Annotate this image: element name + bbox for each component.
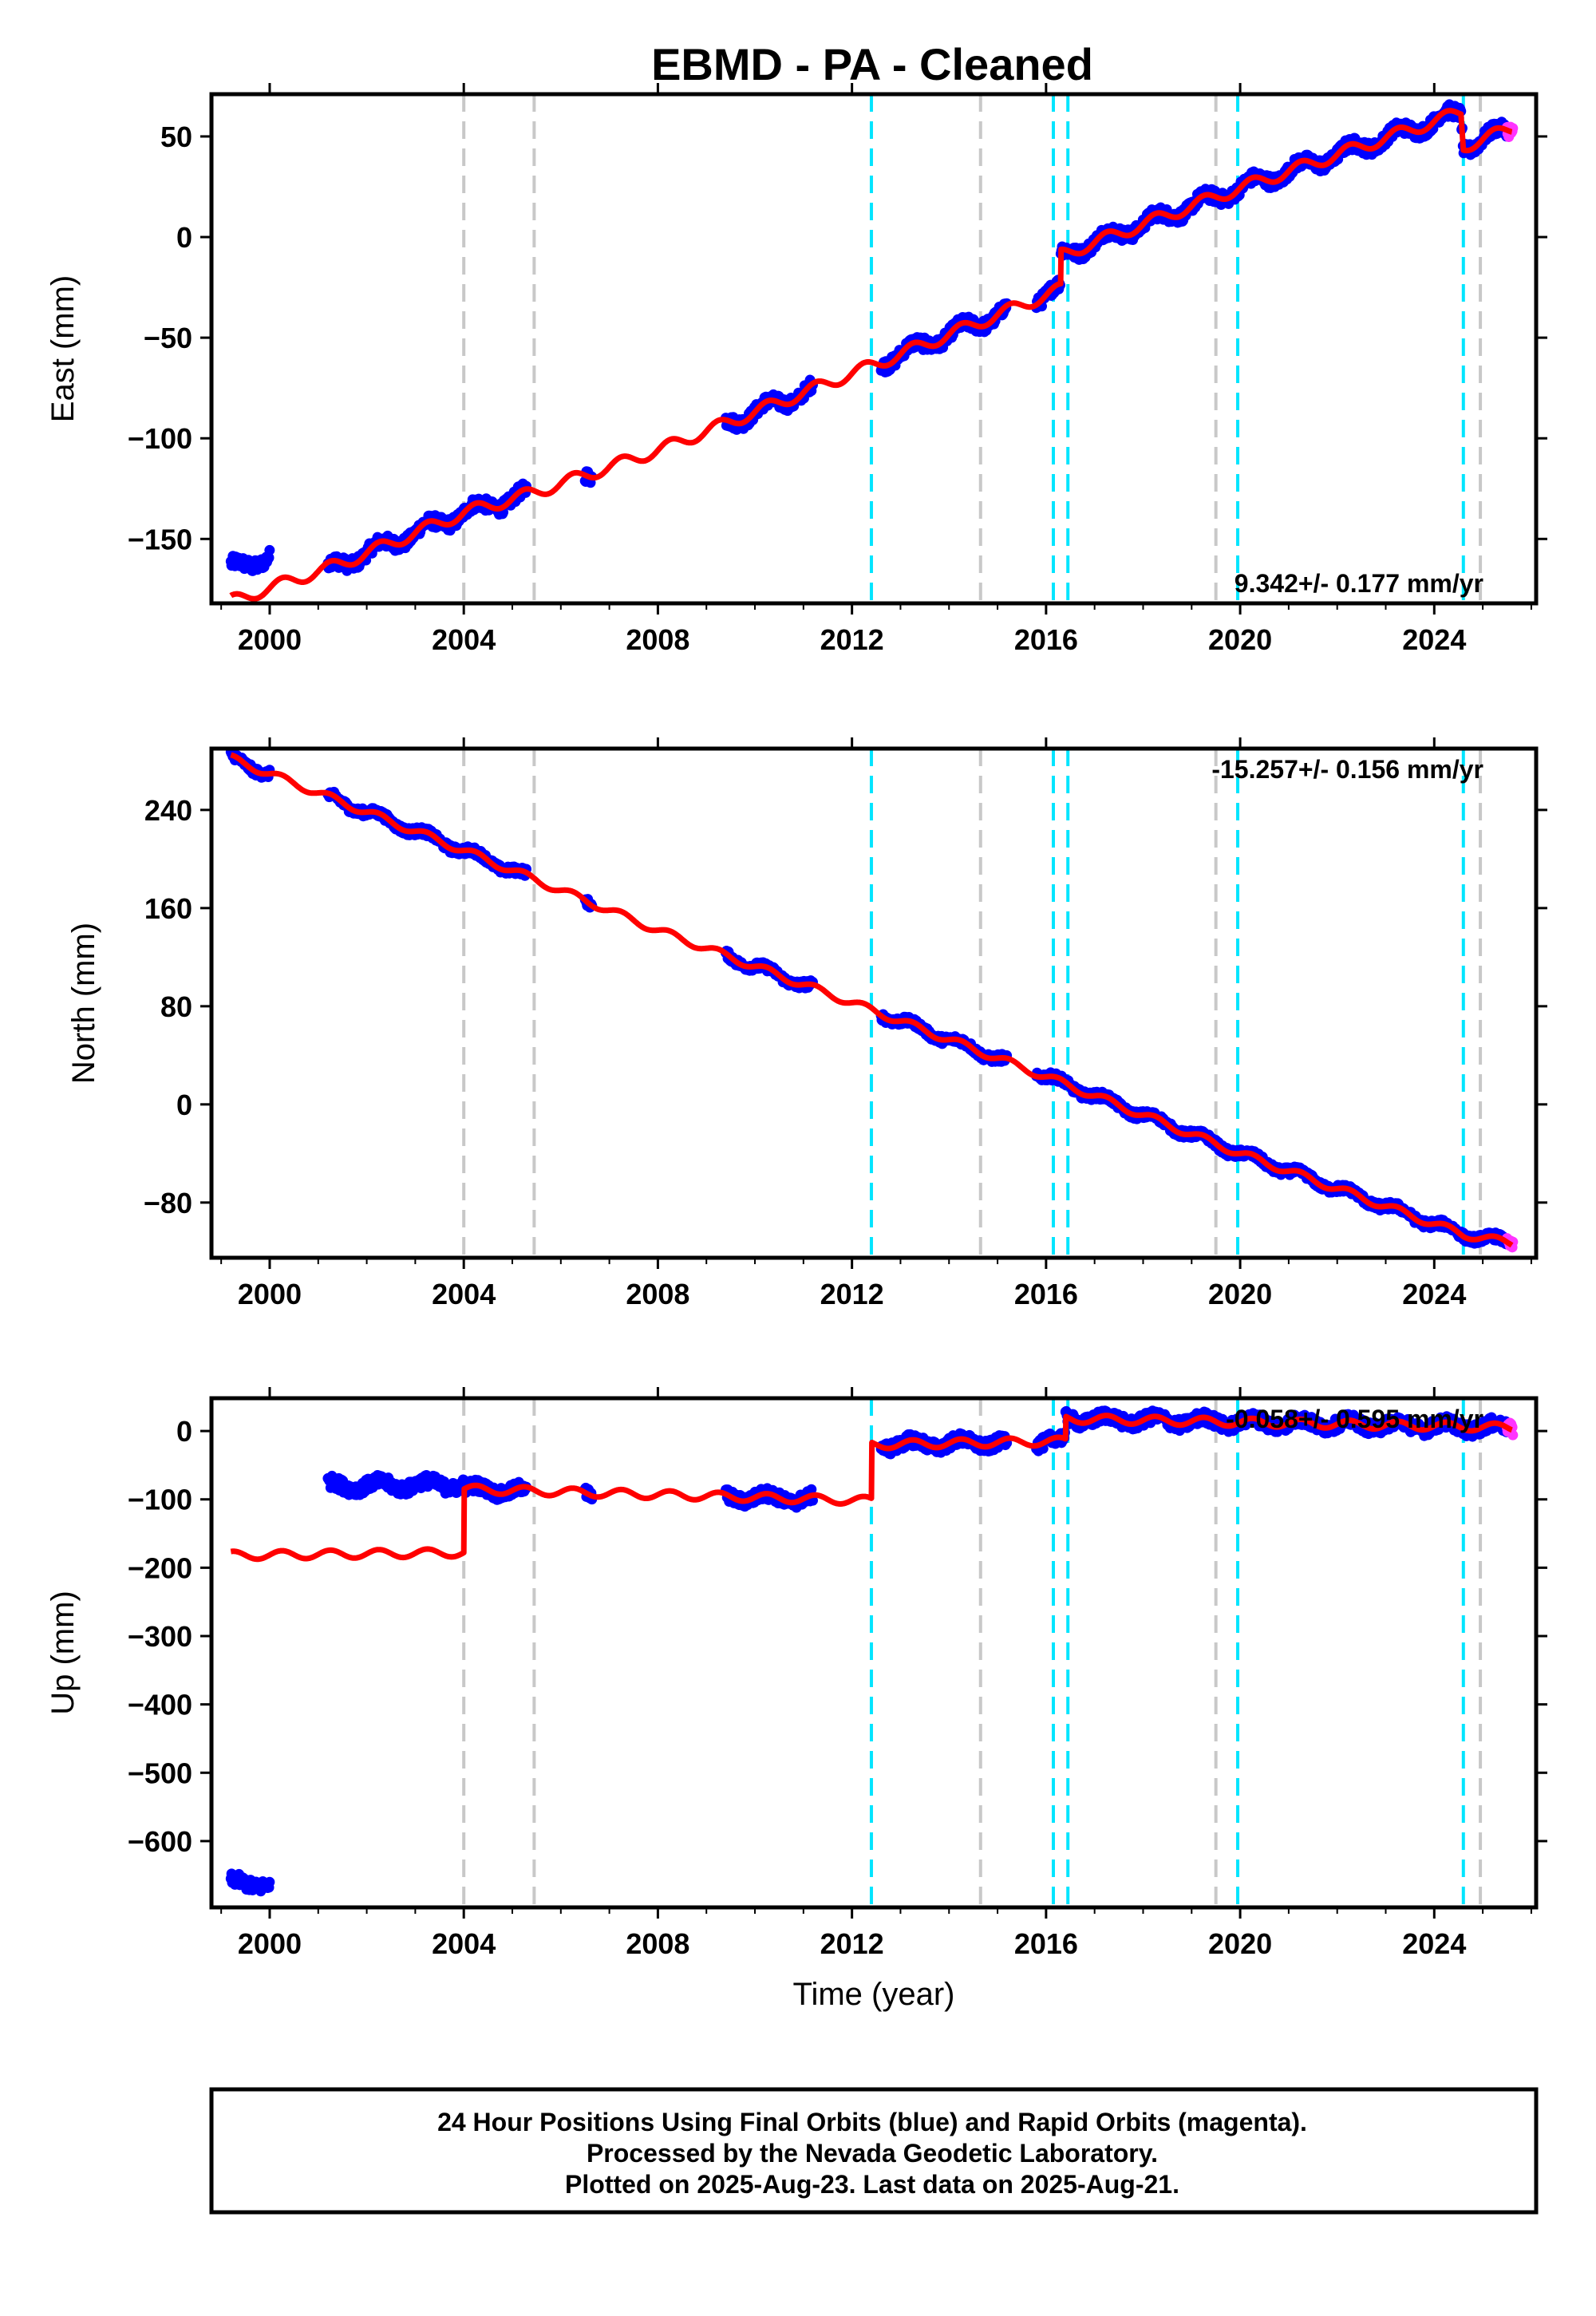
plot-area (225, 1398, 1519, 1907)
east-panel: 2000 2004 2008 2012 2016 2020 2024 50 0 −50 −100 −1… (45, 83, 1547, 656)
y-axis-label: East (mm) (45, 275, 81, 422)
x-tick-label: 2000 (238, 1927, 302, 1960)
rate-label: -0.058+/- 0.595 mm/yr (1226, 1405, 1483, 1433)
x-tick-label: 2016 (1014, 1927, 1078, 1960)
x-tick-label: 2020 (1208, 623, 1272, 656)
x-tick-label: 2000 (238, 1278, 302, 1310)
y-tick-label: −80 (144, 1187, 192, 1219)
x-axis-label: Time (year) (793, 1977, 955, 2012)
footer-line-1: 24 Hour Positions Using Final Orbits (bl… (437, 2108, 1307, 2136)
x-tick-label: 2012 (820, 1927, 884, 1960)
final-orbit-point (264, 1876, 275, 1887)
y-tick-label: −100 (128, 422, 192, 455)
y-tick-label: −200 (128, 1551, 192, 1584)
x-tick-label: 2008 (626, 623, 689, 656)
final-orbit-point (264, 544, 275, 555)
y-tick-label: 160 (144, 892, 192, 925)
plot-area (225, 749, 1519, 1258)
x-tick-label: 2016 (1014, 1278, 1078, 1310)
y-axis-label: North (mm) (66, 923, 101, 1084)
plot-frame (209, 92, 1539, 606)
x-tick-label: 2020 (1208, 1278, 1272, 1310)
y-tick-label: 50 (160, 121, 192, 153)
x-tick-label: 2020 (1208, 1927, 1272, 1960)
footer-line-3: Plotted on 2025-Aug-23. Last data on 202… (565, 2170, 1179, 2199)
north-panel: 2000 2004 2008 2012 2016 2020 2024 240 160 80 0 −80… (66, 737, 1547, 1310)
final-orbit-point (263, 552, 275, 563)
figure-title: EBMD - PA - Cleaned (651, 39, 1093, 89)
y-axis-label: Up (mm) (45, 1591, 81, 1715)
y-tick-label: −50 (144, 322, 192, 354)
x-tick-label: 2004 (432, 623, 496, 656)
y-tick-label: −100 (128, 1484, 192, 1516)
x-tick-label: 2000 (238, 623, 302, 656)
y-tick-label: 80 (160, 990, 192, 1023)
x-tick-label: 2004 (432, 1927, 496, 1960)
x-tick-label: 2024 (1402, 623, 1466, 656)
y-tick-label: 0 (176, 1415, 192, 1448)
x-tick-label: 2016 (1014, 623, 1078, 656)
x-tick-label: 2024 (1402, 1927, 1466, 1960)
y-tick-label: 0 (176, 221, 192, 254)
y-tick-label: −600 (128, 1825, 192, 1858)
x-tick-label: 2012 (820, 1278, 884, 1310)
y-tick-label: 0 (176, 1089, 192, 1121)
rate-label: 9.342+/- 0.177 mm/yr (1235, 569, 1483, 598)
y-tick-label: −300 (128, 1620, 192, 1653)
y-tick-label: −500 (128, 1757, 192, 1789)
x-tick-label: 2012 (820, 623, 884, 656)
x-tick-label: 2008 (626, 1927, 689, 1960)
x-tick-label: 2004 (432, 1278, 496, 1310)
y-tick-label: −150 (128, 523, 192, 555)
footer-line-2: Processed by the Nevada Geodetic Laborat… (587, 2139, 1158, 2168)
x-tick-label: 2024 (1402, 1278, 1466, 1310)
x-tick-label: 2008 (626, 1278, 689, 1310)
y-tick-label: 240 (144, 794, 192, 827)
model-line (228, 108, 1515, 602)
up-panel: 2000 2004 2008 2012 2016 2020 2024 0 −100 −200 −30… (45, 1387, 1547, 2012)
rate-label: -15.257+/- 0.156 mm/yr (1211, 755, 1483, 784)
y-tick-label: −400 (128, 1689, 192, 1721)
plot-area (225, 94, 1519, 603)
footer-box: 24 Hour Positions Using Final Orbits (bl… (209, 2087, 1539, 2215)
